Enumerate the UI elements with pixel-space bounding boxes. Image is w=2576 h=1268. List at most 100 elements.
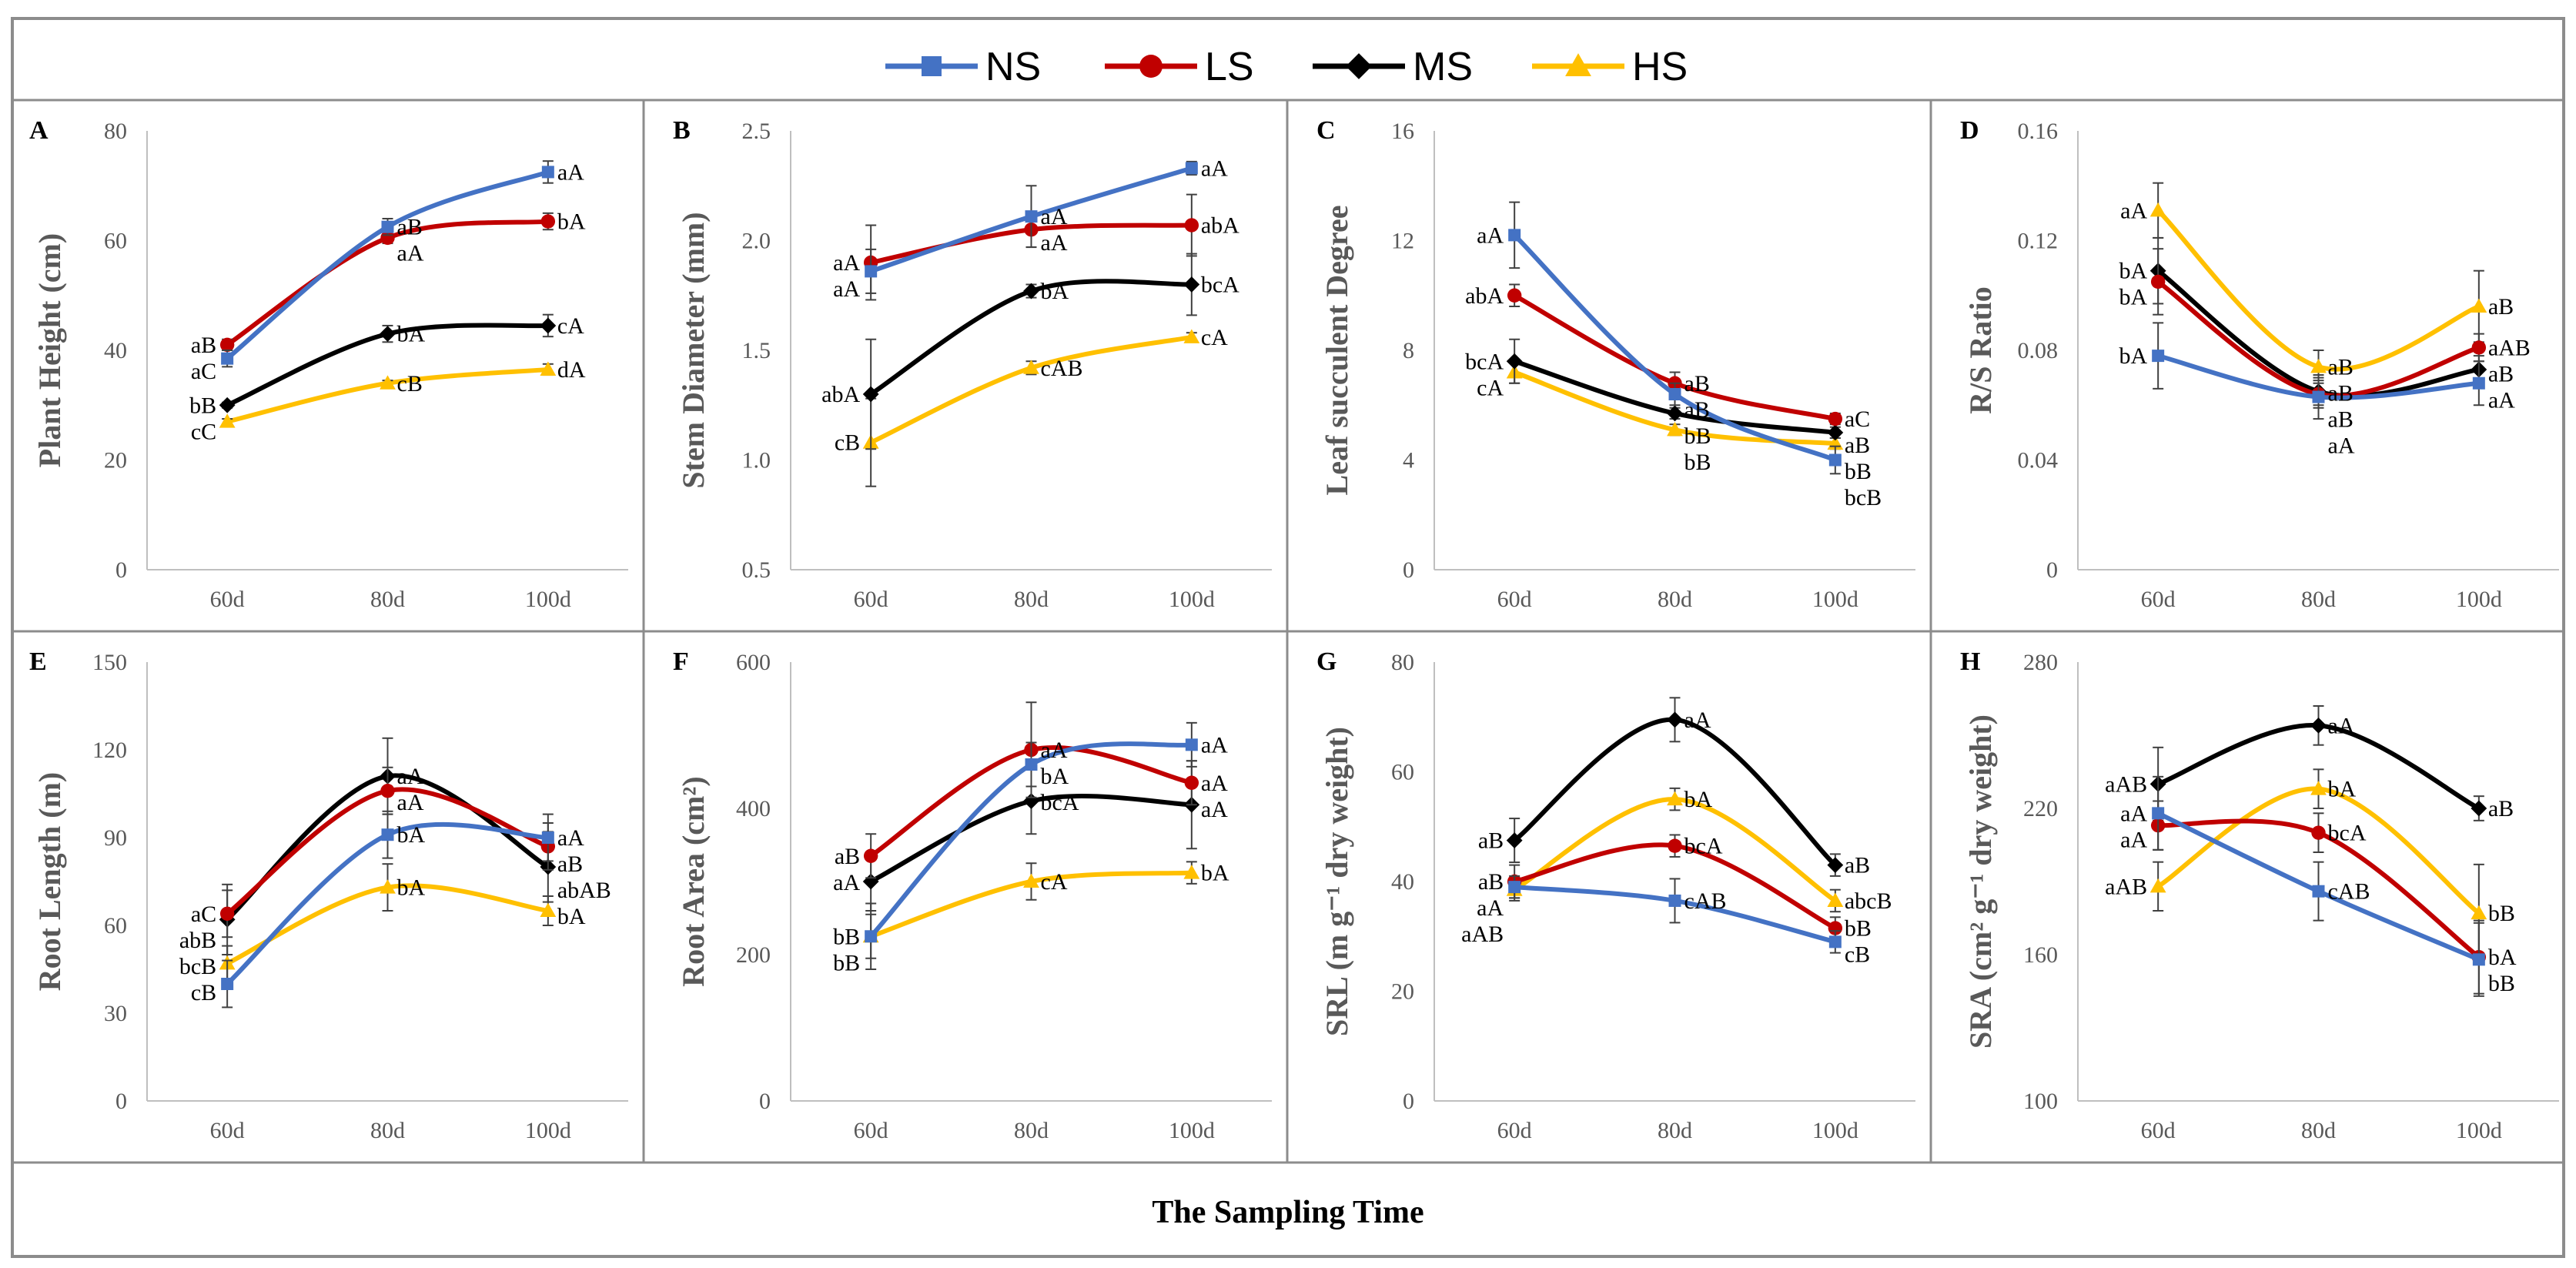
significance-label: aA bbox=[1201, 732, 1228, 758]
data-point bbox=[219, 396, 236, 413]
significance-label: aB bbox=[2488, 294, 2514, 320]
data-point bbox=[1183, 865, 1200, 879]
significance-label: bA bbox=[1201, 861, 1229, 886]
data-point bbox=[380, 326, 396, 343]
significance-label: abcB bbox=[1845, 888, 1892, 914]
data-point bbox=[2471, 800, 2487, 817]
y-tick-label: 160 bbox=[2023, 942, 2058, 968]
significance-label: bB bbox=[189, 393, 216, 418]
data-point bbox=[1668, 838, 1682, 853]
significance-label: aA bbox=[2328, 713, 2355, 738]
significance-label: bcA bbox=[1684, 834, 1723, 859]
data-point bbox=[1827, 424, 1844, 441]
data-point bbox=[1023, 283, 1039, 299]
data-point bbox=[541, 166, 554, 179]
data-point bbox=[863, 848, 878, 863]
legend: NS LS MS HS bbox=[885, 45, 1688, 89]
significance-label: cA bbox=[557, 313, 584, 339]
significance-label: aA bbox=[2120, 198, 2147, 223]
significance-label: aA bbox=[833, 276, 860, 302]
x-tick-label: 80d bbox=[370, 587, 405, 612]
data-point bbox=[2310, 781, 2327, 795]
significance-label: aA bbox=[1477, 895, 1504, 921]
series-ms bbox=[219, 313, 557, 413]
significance-label: aB bbox=[1845, 433, 1870, 458]
data-point bbox=[540, 214, 556, 229]
significance-label: bA bbox=[557, 904, 586, 929]
data-point bbox=[1184, 775, 1199, 790]
data-point bbox=[1667, 405, 1683, 422]
data-point bbox=[380, 230, 395, 246]
significance-label: bB bbox=[2488, 971, 2515, 996]
y-tick-label: 0.04 bbox=[2018, 448, 2059, 473]
significance-label: cB bbox=[397, 371, 423, 396]
y-axis-title: SRL (m g⁻¹ dry weight) bbox=[1320, 727, 1354, 1036]
series-ms bbox=[1506, 338, 1844, 441]
data-point bbox=[1828, 935, 1842, 948]
significance-label: bcA bbox=[1465, 349, 1504, 374]
significance-label: aC bbox=[191, 902, 216, 927]
significance-label: cC bbox=[191, 419, 216, 444]
data-point bbox=[865, 265, 878, 278]
significance-label: aA bbox=[2328, 433, 2355, 458]
x-tick-label: 60d bbox=[210, 1118, 245, 1143]
significance-label: aA bbox=[2120, 801, 2147, 826]
significance-label: bA bbox=[397, 822, 426, 848]
significance-label: cAB bbox=[1684, 888, 1727, 914]
y-tick-label: 1.5 bbox=[742, 338, 771, 363]
significance-label: aAB bbox=[1461, 922, 1504, 947]
data-point bbox=[1506, 353, 1523, 370]
significance-label: aA bbox=[397, 790, 424, 815]
significance-label: aA bbox=[833, 870, 860, 895]
y-tick-label: 120 bbox=[92, 738, 127, 763]
significance-label: bcA bbox=[2328, 821, 2367, 846]
y-tick-label: 2.5 bbox=[742, 119, 771, 144]
significance-label: aB bbox=[1845, 853, 1870, 878]
panel-letter-a: A bbox=[29, 116, 49, 145]
significance-label: bA bbox=[397, 875, 426, 901]
significance-label: aB bbox=[1684, 397, 1710, 423]
significance-label: cAB bbox=[1041, 356, 1083, 381]
significance-label: aA bbox=[1201, 771, 1228, 796]
significance-label: bB bbox=[833, 924, 860, 949]
y-tick-label: 400 bbox=[736, 796, 771, 821]
panel-letter-d: D bbox=[1960, 116, 1979, 145]
y-axis-title: SRA (cm² g⁻¹ dry weight) bbox=[1963, 714, 1998, 1049]
significance-label: aA bbox=[1201, 797, 1228, 822]
significance-label: bB bbox=[1684, 450, 1711, 475]
x-tick-label: 60d bbox=[1497, 1118, 1532, 1143]
data-point bbox=[1506, 832, 1523, 848]
panel-letter-b: B bbox=[673, 116, 691, 145]
significance-label: bA bbox=[1041, 279, 1069, 304]
x-tick-label: 100d bbox=[1169, 587, 1215, 612]
data-point bbox=[381, 828, 394, 841]
data-point bbox=[2471, 340, 2487, 355]
y-tick-label: 8 bbox=[1403, 338, 1414, 363]
panel-b: B 0.5 1.0 1.5 2.0 2.5 60d 80d 100d Stem Diameter … bbox=[673, 116, 1272, 612]
y-tick-label: 60 bbox=[104, 229, 127, 254]
significance-label: aB bbox=[2488, 796, 2514, 821]
y-tick-label: 80 bbox=[104, 119, 127, 144]
series-hs bbox=[2149, 182, 2487, 384]
significance-label: aA bbox=[1041, 738, 1068, 763]
series-ns bbox=[865, 160, 1198, 294]
significance-label: aA bbox=[1041, 204, 1068, 229]
legend-marker-ms bbox=[1346, 53, 1372, 79]
data-point bbox=[2311, 825, 2326, 840]
data-point bbox=[1025, 210, 1038, 223]
x-tick-label: 100d bbox=[1169, 1118, 1215, 1143]
significance-label: cAB bbox=[2328, 879, 2370, 905]
y-axis-title: Stem Diameter (mm) bbox=[676, 212, 711, 488]
significance-label: bB bbox=[1845, 916, 1872, 942]
x-tick-label: 80d bbox=[2301, 1118, 2336, 1143]
y-tick-label: 60 bbox=[104, 913, 127, 938]
panel-e: E 0 30 60 90 120 150 60d 80d 100d Root Length (m) a… bbox=[29, 647, 628, 1143]
legend-label-ms: MS bbox=[1413, 45, 1473, 89]
data-point bbox=[2472, 953, 2485, 966]
panel-letter-f: F bbox=[673, 647, 689, 676]
y-tick-label: 12 bbox=[1391, 229, 1414, 254]
significance-label: bA bbox=[2328, 777, 2357, 802]
data-point bbox=[1667, 421, 1683, 437]
significance-label: aB bbox=[557, 851, 583, 877]
